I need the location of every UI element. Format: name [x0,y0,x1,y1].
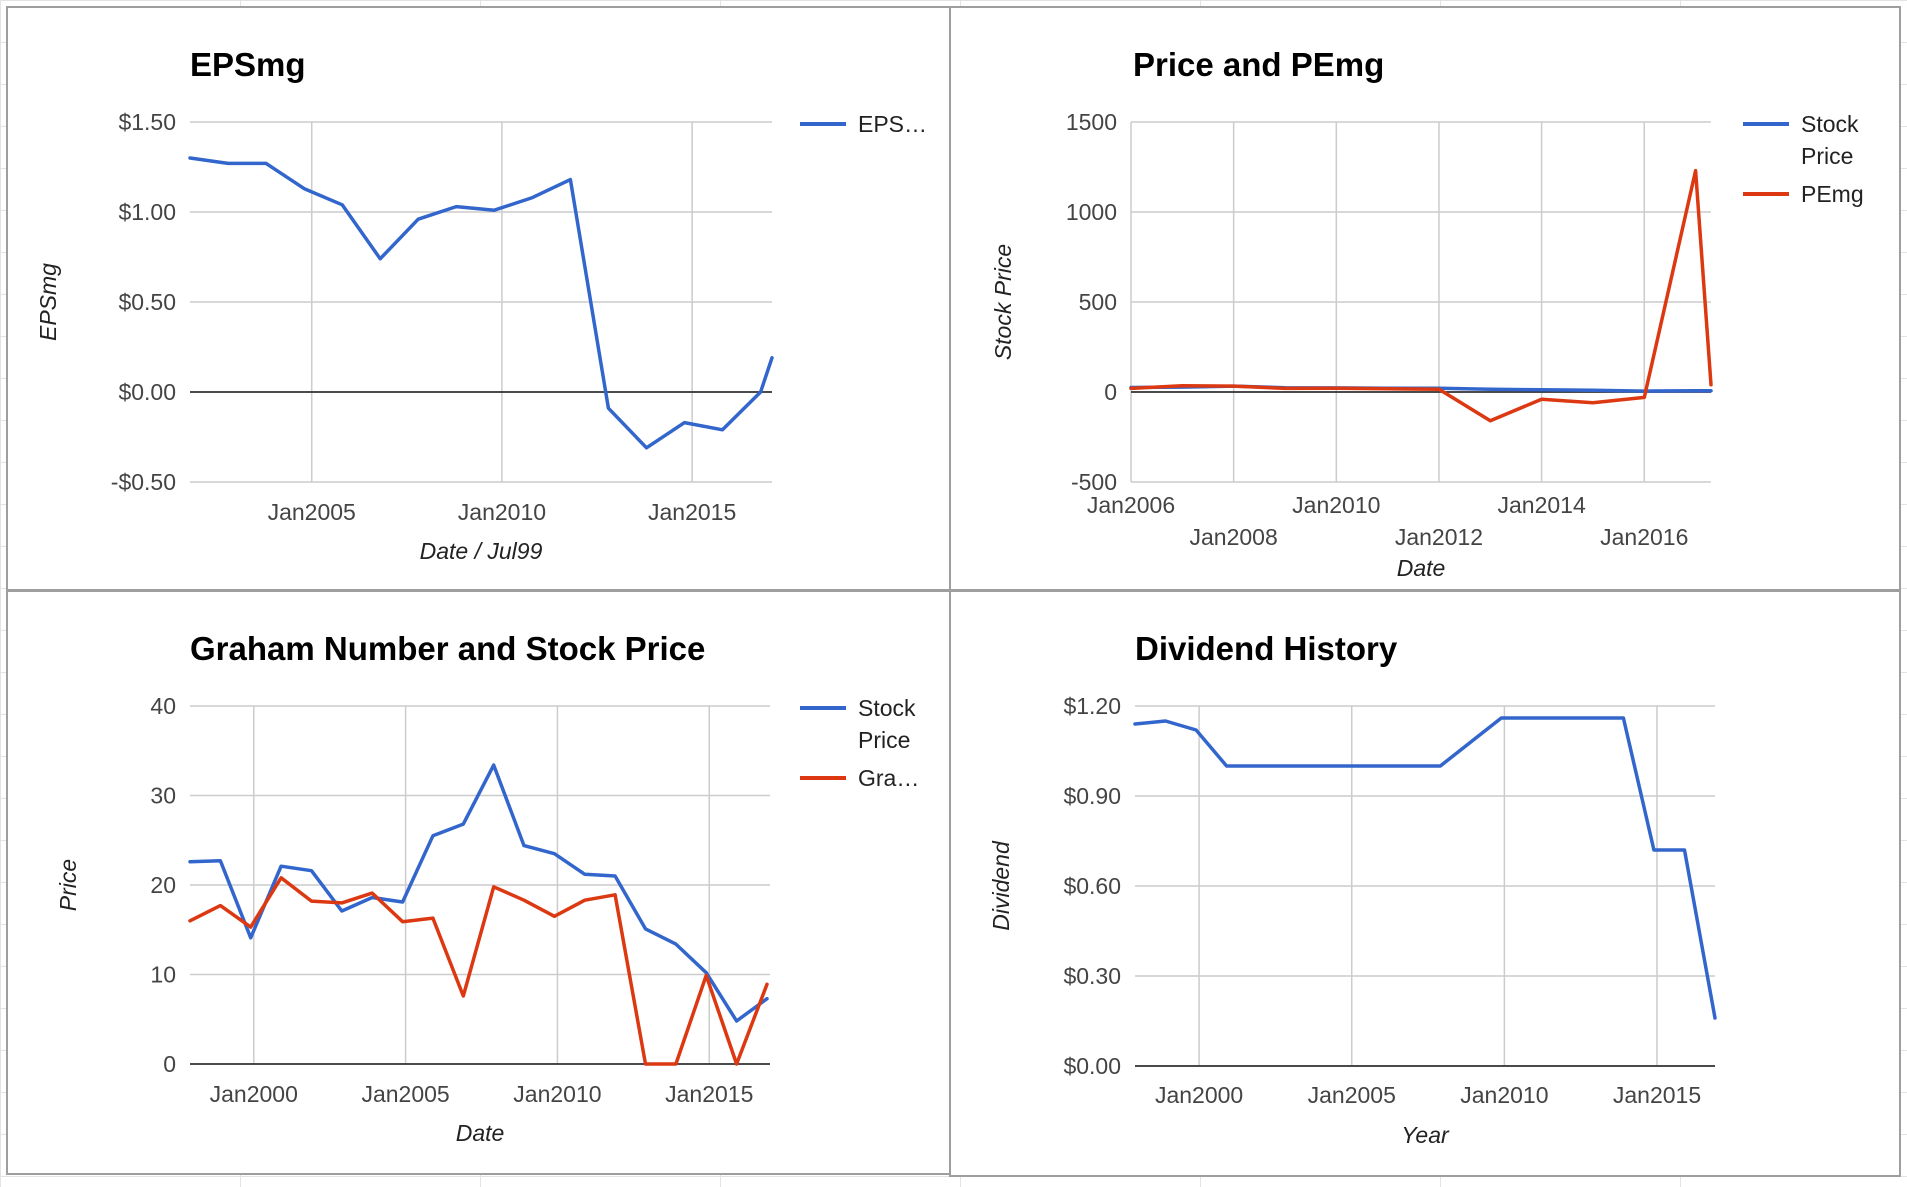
x-tick-label: Jan2005 [1308,1082,1396,1108]
x-tick-label: Jan2008 [1190,524,1278,550]
x-axis-title: Date [456,1120,505,1146]
chart-panel-price-pemg[interactable]: Price and PEmg 1500 1000 500 0 -500 Jan2006 Jan… [949,6,1901,591]
x-tick-label: Jan2014 [1497,492,1585,518]
series-line-eps [188,156,774,450]
y-tick-label: $0.30 [1063,963,1121,989]
y-tick-label: 0 [1104,379,1117,405]
chart-title: EPSmg [190,46,306,83]
x-tick-label: Jan2005 [268,499,356,525]
chart-panel-graham[interactable]: Graham Number and Stock Price 40 30 20 10 0 Ja… [6,590,951,1175]
legend-label: Stock Price [1801,111,1859,169]
chart-panel-epsmg[interactable]: EPSmg $1.50 $1.00 $0.50 $0.00 -$0.50 Jan2005 Ja… [6,6,951,591]
chart-graham-number: Graham Number and Stock Price 40 30 20 10 0 Ja… [55,630,919,1146]
y-axis-title: Stock Price [990,244,1016,360]
legend-label: Stock Price [858,695,916,753]
y-tick-label: $0.00 [1063,1053,1121,1079]
legend-label: Gra… [858,765,919,791]
x-tick-label: Jan2006 [1087,492,1175,518]
chart-epsmg: EPSmg $1.50 $1.00 $0.50 $0.00 -$0.50 Jan2005 Ja… [35,46,927,564]
series-line-pemg [1129,168,1713,423]
series-line-gra [188,876,769,1066]
y-tick-label: 30 [150,783,176,809]
y-tick-label: $0.50 [118,289,176,315]
y-tick-label: -$0.50 [111,469,176,495]
y-tick-label: $1.50 [118,109,176,135]
x-axis-title: Date / Jul99 [420,538,543,564]
y-tick-label: $0.00 [118,379,176,405]
x-axis-title: Year [1401,1122,1450,1148]
legend-label: EPS… [858,111,927,137]
y-tick-label: $1.20 [1063,693,1121,719]
y-tick-label: 1500 [1066,109,1117,135]
chart-panel-dividend[interactable]: Dividend History $1.20 $0.90 $0.60 $0.30 $0.0… [949,590,1901,1177]
x-tick-label: Jan2000 [210,1081,298,1107]
y-tick-label: 20 [150,872,176,898]
legend-label: PEmg [1801,181,1864,207]
x-tick-label: Jan2010 [513,1081,601,1107]
x-tick-label: Jan2010 [1460,1082,1548,1108]
y-axis-title: Price [55,859,81,911]
y-tick-label: 0 [163,1051,176,1077]
series-line-stock-price [188,763,769,1023]
y-tick-label: $0.90 [1063,783,1121,809]
y-axis-title: EPSmg [35,263,61,341]
y-tick-label: 40 [150,693,176,719]
chart-title: Graham Number and Stock Price [190,630,705,667]
x-tick-label: Jan2005 [361,1081,449,1107]
y-tick-label: $0.60 [1063,873,1121,899]
y-tick-label: 1000 [1066,199,1117,225]
x-tick-label: Jan2016 [1600,524,1688,550]
x-tick-label: Jan2000 [1155,1082,1243,1108]
chart-title: Price and PEmg [1133,46,1384,83]
y-tick-label: 500 [1079,289,1117,315]
x-tick-label: Jan2015 [648,499,736,525]
y-tick-label: $1.00 [118,199,176,225]
x-axis-title: Date [1397,555,1446,581]
series-line-main [1133,716,1717,1020]
y-tick-label: 10 [150,962,176,988]
x-tick-label: Jan2015 [1613,1082,1701,1108]
chart-dividend-history: Dividend History $1.20 $0.90 $0.60 $0.30 $0.0… [988,630,1717,1148]
x-tick-label: Jan2012 [1395,524,1483,550]
y-tick-label: -500 [1071,469,1117,495]
chart-title: Dividend History [1135,630,1398,667]
y-axis-title: Dividend [988,840,1014,931]
x-tick-label: Jan2010 [458,499,546,525]
x-tick-label: Jan2015 [665,1081,753,1107]
x-tick-label: Jan2010 [1292,492,1380,518]
